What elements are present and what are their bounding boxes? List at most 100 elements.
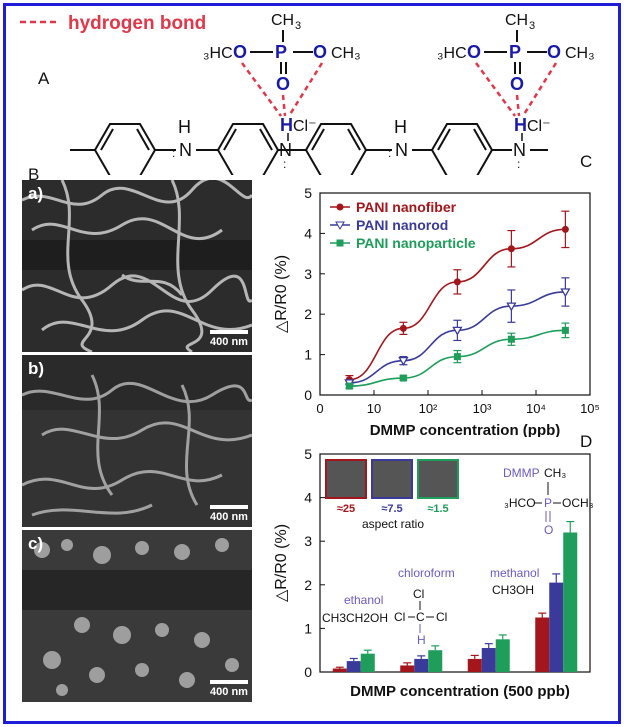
x-axis-label-d: DMMP concentration (500 ppb) (350, 683, 570, 700)
svg-text:CH₃: CH₃ (331, 45, 361, 62)
legend-label-c: PANI nanorod (356, 217, 448, 233)
inset-aspect-label: aspect ratio (362, 517, 424, 531)
data-point-c (453, 353, 461, 361)
sem-tag-c: c) (28, 534, 44, 553)
panel-letter-a: A (38, 69, 50, 88)
plot-frame-c (319, 192, 591, 396)
svg-text::: : (283, 157, 286, 171)
atom-ch3: CH₃ (544, 466, 566, 480)
data-point-c (560, 288, 571, 298)
sem-image-nanoparticle: c) 400 nm (22, 530, 252, 702)
legend-marker-c (336, 239, 344, 247)
inset-ratio-label: ≈25 (337, 503, 355, 515)
x-tick-label-c: 10 (367, 401, 381, 416)
svg-text:N: N (179, 140, 192, 160)
x-tick-label-c: 0 (316, 401, 323, 416)
legend-marker-c (336, 203, 344, 211)
svg-text:Cl⁻: Cl⁻ (293, 118, 317, 135)
atom-cl: Cl (436, 610, 447, 624)
svg-text:Cl⁻: Cl⁻ (527, 118, 551, 135)
bar-d (549, 582, 564, 672)
x-tick-label-c: 10² (419, 401, 438, 416)
panel-letter-b: B (28, 165, 40, 184)
svg-text::: : (517, 157, 520, 171)
y-tick-label-c: 2 (304, 306, 312, 322)
data-point-c (507, 245, 515, 253)
data-point-c (345, 382, 353, 390)
x-tick-label-c: 10³ (473, 401, 492, 416)
svg-text:3: 3 (529, 20, 535, 32)
y-tick-label-d: 3 (304, 533, 312, 549)
inset-thumbnail (325, 459, 367, 499)
molecule-name-chloroform: chloroform (398, 566, 455, 580)
svg-text:₃HC: ₃HC (437, 45, 467, 62)
data-point-c (561, 225, 569, 233)
scale-bar-c: 400 nm (210, 680, 248, 698)
atom-h: H (417, 633, 426, 647)
inset-thumbnail (417, 459, 459, 499)
y-tick-label-c: 4 (304, 225, 312, 241)
data-point-c (452, 326, 463, 336)
molecule-formula-ethanol: CH3CH2OH (322, 611, 388, 625)
bar-d (400, 665, 415, 672)
atom-p: P (544, 496, 552, 510)
molecule-name-ethanol: ethanol (344, 593, 383, 607)
bar-d (481, 648, 496, 672)
data-point-c (507, 335, 515, 343)
bar-d (346, 661, 361, 672)
y-axis-label-d: △R/R0 (%) (273, 524, 290, 602)
svg-text:H: H (514, 115, 527, 135)
bar-d (360, 653, 375, 672)
svg-text:P: P (275, 42, 287, 62)
y-tick-label-d: 2 (304, 577, 312, 593)
sem-image-nanorod: b) 400 nm (22, 355, 252, 527)
x-tick-label-c: 10⁵ (580, 401, 600, 416)
svg-text:₃HC: ₃HC (203, 45, 233, 62)
y-tick-label-d: 4 (304, 490, 312, 506)
inset-ratio-label: ≈1.5 (427, 503, 448, 515)
data-point-c (399, 374, 407, 382)
inset-thumbnail (371, 459, 413, 499)
svg-text:CH₃: CH₃ (565, 45, 595, 62)
atom-cl: Cl (413, 587, 424, 601)
y-tick-label-d: 5 (304, 446, 312, 462)
y-tick-label-c: 1 (304, 347, 312, 363)
svg-text:N: N (513, 140, 526, 160)
y-tick-label-c: 0 (304, 387, 312, 403)
molecule-name-dmmp: DMMP (503, 466, 540, 480)
sem-image-nanofiber: a) 400 nm (22, 180, 252, 352)
svg-text:O: O (467, 42, 481, 62)
svg-text:3: 3 (295, 20, 301, 32)
y-tick-label-c: 5 (304, 185, 312, 201)
y-axis-label-c: △R/R0 (%) (273, 255, 290, 333)
svg-text:O: O (233, 42, 247, 62)
dmmp-molecule-2: CH 3 P ₃HC O O CH₃ O (437, 12, 595, 117)
svg-text:H: H (178, 117, 191, 137)
data-point-c (506, 302, 517, 312)
atom-o: O (544, 523, 553, 537)
molecule-formula-methanol: CH3OH (492, 583, 534, 597)
polyaniline-backbone (70, 123, 548, 175)
data-point-c (399, 324, 407, 332)
atom-group: ₃HCO (504, 496, 536, 510)
plot-frame-d (319, 453, 591, 673)
svg-text:O: O (276, 74, 290, 94)
svg-text:N: N (279, 140, 292, 160)
data-point-c (398, 357, 409, 366)
bar-d (495, 639, 510, 672)
scale-bar-a: 400 nm (210, 330, 248, 348)
chart-c: 0 1 2 3 4 5 0 10 10² 10³ 10⁴ 10⁵ DMMP concentration … (273, 185, 600, 437)
atom-group: OCH₃ (562, 496, 594, 510)
inset-ratio-label: ≈7.5 (381, 503, 402, 515)
x-tick-label-c: 10⁴ (526, 401, 546, 416)
sem-tag-a: a) (28, 184, 44, 203)
atom-c: C (416, 610, 425, 624)
legend-marker-c (335, 221, 345, 231)
y-tick-label-d: 0 (304, 664, 312, 680)
chart-d: 0 1 2 3 4 5 DMMP concentration (500 ppb) △R/R0 … (273, 446, 594, 700)
svg-text:CH: CH (271, 12, 294, 29)
bar-d (332, 668, 347, 672)
svg-text:P: P (509, 42, 521, 62)
panel-letter-c: C (580, 152, 593, 171)
svg-text:H: H (394, 117, 407, 137)
